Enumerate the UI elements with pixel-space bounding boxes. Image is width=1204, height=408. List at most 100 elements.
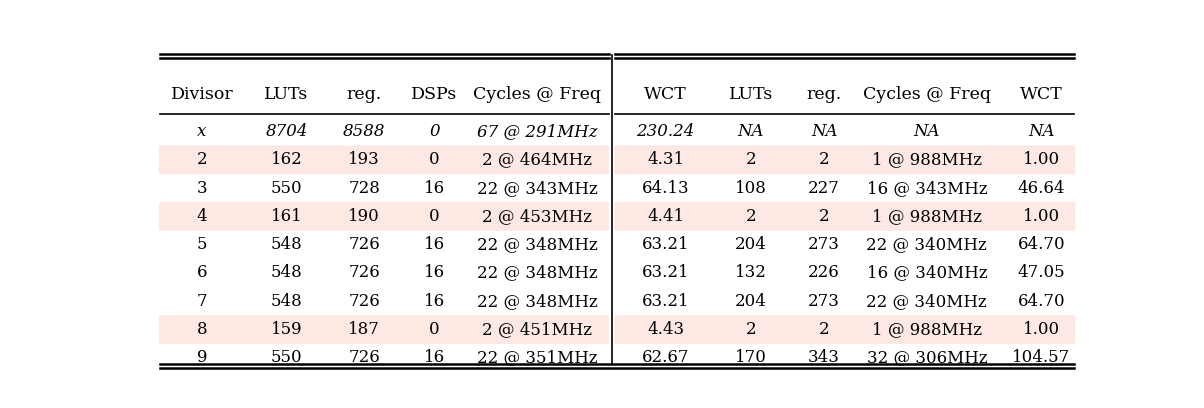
- Text: 204: 204: [734, 236, 767, 253]
- Text: 2: 2: [196, 151, 207, 169]
- FancyBboxPatch shape: [614, 315, 1075, 344]
- Text: 132: 132: [734, 264, 767, 282]
- Text: 343: 343: [808, 349, 840, 366]
- FancyBboxPatch shape: [614, 202, 1075, 231]
- Text: LUTs: LUTs: [265, 86, 308, 103]
- Text: 4.41: 4.41: [647, 208, 684, 225]
- Text: 548: 548: [271, 293, 302, 310]
- Text: 0: 0: [429, 321, 439, 338]
- Text: 3: 3: [196, 180, 207, 197]
- Text: 0: 0: [429, 151, 439, 169]
- Text: 22 @ 340MHz: 22 @ 340MHz: [867, 293, 987, 310]
- Text: 22 @ 340MHz: 22 @ 340MHz: [867, 236, 987, 253]
- Text: 273: 273: [808, 293, 840, 310]
- Text: 230.24: 230.24: [637, 123, 695, 140]
- Text: 22 @ 343MHz: 22 @ 343MHz: [477, 180, 597, 197]
- Text: 4.43: 4.43: [647, 321, 684, 338]
- Text: 16 @ 343MHz: 16 @ 343MHz: [867, 180, 987, 197]
- Text: Cycles @ Freq: Cycles @ Freq: [473, 86, 601, 103]
- Text: 728: 728: [348, 180, 380, 197]
- Text: 7: 7: [196, 293, 207, 310]
- Text: 16: 16: [424, 349, 445, 366]
- Text: 63.21: 63.21: [642, 293, 690, 310]
- Text: 2 @ 451MHz: 2 @ 451MHz: [483, 321, 592, 338]
- Text: 64.13: 64.13: [642, 180, 690, 197]
- Text: 187: 187: [348, 321, 380, 338]
- Text: 63.21: 63.21: [642, 236, 690, 253]
- Text: 2: 2: [745, 321, 756, 338]
- Text: 8588: 8588: [343, 123, 385, 140]
- Text: 170: 170: [734, 349, 767, 366]
- Text: 64.70: 64.70: [1017, 293, 1066, 310]
- Text: 46.64: 46.64: [1017, 180, 1066, 197]
- Text: 159: 159: [271, 321, 302, 338]
- Text: 4.31: 4.31: [647, 151, 684, 169]
- Text: 161: 161: [271, 208, 302, 225]
- Text: NA: NA: [811, 123, 838, 140]
- Text: 193: 193: [348, 151, 380, 169]
- Text: 16: 16: [424, 236, 445, 253]
- Text: Divisor: Divisor: [171, 86, 234, 103]
- Text: 8: 8: [196, 321, 207, 338]
- Text: 226: 226: [808, 264, 840, 282]
- Text: 63.21: 63.21: [642, 264, 690, 282]
- Text: 2: 2: [819, 208, 830, 225]
- Text: 62.67: 62.67: [642, 349, 690, 366]
- FancyBboxPatch shape: [614, 145, 1075, 174]
- Text: Cycles @ Freq: Cycles @ Freq: [863, 86, 991, 103]
- Text: 8704: 8704: [265, 123, 308, 140]
- Text: 6: 6: [196, 264, 207, 282]
- Text: 4: 4: [196, 208, 207, 225]
- Text: 1.00: 1.00: [1022, 208, 1060, 225]
- Text: 726: 726: [348, 264, 380, 282]
- Text: 16: 16: [424, 264, 445, 282]
- Text: 104.57: 104.57: [1013, 349, 1070, 366]
- Text: NA: NA: [1028, 123, 1055, 140]
- Text: 273: 273: [808, 236, 840, 253]
- Text: 9: 9: [196, 349, 207, 366]
- Text: NA: NA: [914, 123, 940, 140]
- Text: 726: 726: [348, 349, 380, 366]
- Text: 726: 726: [348, 236, 380, 253]
- Text: 550: 550: [271, 349, 302, 366]
- FancyBboxPatch shape: [159, 315, 609, 344]
- FancyBboxPatch shape: [159, 145, 609, 174]
- Text: 227: 227: [808, 180, 840, 197]
- Text: 22 @ 351MHz: 22 @ 351MHz: [477, 349, 597, 366]
- Text: 64.70: 64.70: [1017, 236, 1066, 253]
- Text: 22 @ 348MHz: 22 @ 348MHz: [477, 236, 597, 253]
- Text: 550: 550: [271, 180, 302, 197]
- Text: 22 @ 348MHz: 22 @ 348MHz: [477, 264, 597, 282]
- Text: 0: 0: [429, 123, 439, 140]
- Text: 47.05: 47.05: [1017, 264, 1066, 282]
- Text: WCT: WCT: [1020, 86, 1063, 103]
- Text: 16 @ 340MHz: 16 @ 340MHz: [867, 264, 987, 282]
- Text: DSPs: DSPs: [412, 86, 458, 103]
- Text: 548: 548: [271, 236, 302, 253]
- Text: 32 @ 306MHz: 32 @ 306MHz: [867, 349, 987, 366]
- Text: x: x: [197, 123, 207, 140]
- Text: 108: 108: [734, 180, 767, 197]
- Text: 5: 5: [196, 236, 207, 253]
- Text: 0: 0: [429, 208, 439, 225]
- Text: 1.00: 1.00: [1022, 151, 1060, 169]
- Text: reg.: reg.: [807, 86, 842, 103]
- Text: 2 @ 453MHz: 2 @ 453MHz: [483, 208, 592, 225]
- Text: LUTs: LUTs: [728, 86, 773, 103]
- Text: 16: 16: [424, 293, 445, 310]
- Text: 22 @ 348MHz: 22 @ 348MHz: [477, 293, 597, 310]
- Text: 1 @ 988MHz: 1 @ 988MHz: [872, 151, 981, 169]
- Text: 2: 2: [819, 151, 830, 169]
- Text: 204: 204: [734, 293, 767, 310]
- Text: 2: 2: [745, 151, 756, 169]
- Text: 190: 190: [348, 208, 380, 225]
- Text: 1 @ 988MHz: 1 @ 988MHz: [872, 208, 981, 225]
- Text: 548: 548: [271, 264, 302, 282]
- Text: NA: NA: [738, 123, 765, 140]
- Text: 2: 2: [745, 208, 756, 225]
- Text: WCT: WCT: [644, 86, 687, 103]
- Text: 67 @ 291MHz: 67 @ 291MHz: [477, 123, 597, 140]
- Text: 2 @ 464MHz: 2 @ 464MHz: [483, 151, 592, 169]
- Text: 726: 726: [348, 293, 380, 310]
- Text: reg.: reg.: [347, 86, 382, 103]
